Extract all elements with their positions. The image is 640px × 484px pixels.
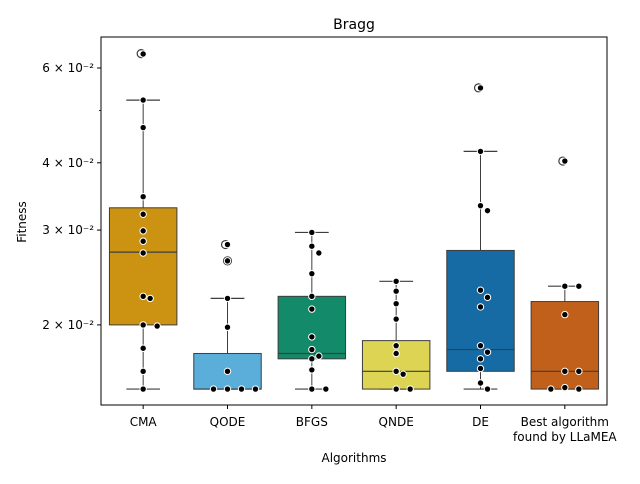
x-tick-label: found by LLaMEA: [513, 430, 617, 444]
data-point: [223, 367, 232, 376]
data-point: [315, 352, 323, 360]
data-point: [308, 366, 316, 374]
data-point: [476, 147, 485, 156]
data-point: [139, 123, 147, 132]
data-point: [251, 385, 260, 393]
x-tick-label: QODE: [210, 415, 246, 429]
data-point: [575, 385, 583, 393]
y-tick-label: 4 × 10⁻²: [42, 156, 94, 170]
y-tick-label: 3 × 10⁻²: [42, 223, 94, 237]
data-point: [139, 227, 147, 235]
data-point: [237, 385, 246, 393]
data-point: [223, 294, 232, 303]
y-axis-label: Fitness: [15, 201, 29, 243]
data-point: [406, 385, 414, 393]
data-point: [483, 293, 492, 302]
data-point: [483, 385, 492, 393]
data-point: [476, 286, 485, 294]
data-point: [561, 282, 569, 290]
y-tick-label: 2 × 10⁻²: [42, 318, 94, 332]
data-point: [223, 323, 232, 331]
data-point: [392, 341, 400, 350]
data-point: [308, 355, 316, 363]
x-tick-label: CMA: [130, 415, 158, 429]
data-point: [399, 370, 407, 378]
data-point: [139, 249, 147, 257]
data-point: [476, 201, 485, 210]
data-point: [561, 367, 569, 376]
data-point: [139, 344, 147, 352]
data-point: [223, 240, 232, 249]
plot-area: 2 × 10⁻² 3 × 10⁻² 4 × 10⁻² 6 × 10⁻² CMA QODE B…: [42, 49, 617, 444]
data-point: [476, 355, 485, 363]
data-point: [392, 349, 400, 358]
x-tick-label: BFGS: [296, 415, 328, 429]
data-point: [575, 282, 583, 290]
data-point: [392, 277, 400, 285]
x-axis-label: Algorithms: [321, 451, 386, 465]
outlier-marker: [222, 256, 233, 266]
data-point: [308, 242, 316, 250]
data-point: [561, 310, 569, 319]
data-point: [139, 210, 147, 218]
data-point: [308, 228, 316, 237]
data-point: [139, 321, 147, 329]
data-point: [561, 383, 569, 392]
data-point: [308, 292, 316, 301]
data-point: [139, 96, 147, 104]
data-point: [139, 385, 147, 393]
data-point: [561, 157, 569, 165]
data-point: [392, 287, 400, 295]
data-point: [146, 294, 154, 303]
data-point: [476, 364, 485, 373]
data-point: [392, 385, 400, 393]
data-point: [308, 305, 316, 313]
data-point: [308, 345, 316, 354]
data-point: [139, 50, 147, 58]
data-point: [476, 341, 485, 350]
data-point: [223, 385, 232, 393]
data-point: [476, 303, 485, 311]
data-point: [139, 367, 147, 376]
data-point: [308, 333, 316, 341]
data-point: [139, 193, 147, 201]
data-point: [483, 206, 492, 215]
box-body: [446, 249, 515, 372]
data-point: [153, 322, 161, 330]
data-point: [392, 315, 400, 323]
box-body: [108, 207, 178, 326]
data-point: [223, 257, 232, 265]
data-point: [139, 237, 147, 245]
data-point: [139, 292, 147, 301]
data-point: [483, 348, 492, 356]
x-tick-label: DE: [472, 415, 489, 429]
data-point: [547, 385, 555, 393]
x-tick-label: Best algorithm: [521, 415, 609, 429]
plot-frame: [100, 36, 608, 406]
data-point: [209, 385, 218, 393]
data-point: [476, 84, 485, 92]
data-point: [575, 367, 583, 376]
data-point: [308, 385, 316, 393]
data-point: [392, 367, 400, 376]
x-tick-label: QNDE: [379, 415, 414, 429]
data-point: [308, 269, 316, 278]
data-point: [392, 299, 400, 308]
y-tick-label: 6 × 10⁻²: [42, 61, 94, 75]
data-point: [476, 379, 485, 387]
data-point: [315, 249, 323, 257]
chart-title: Bragg: [333, 17, 375, 33]
data-point: [322, 385, 330, 393]
